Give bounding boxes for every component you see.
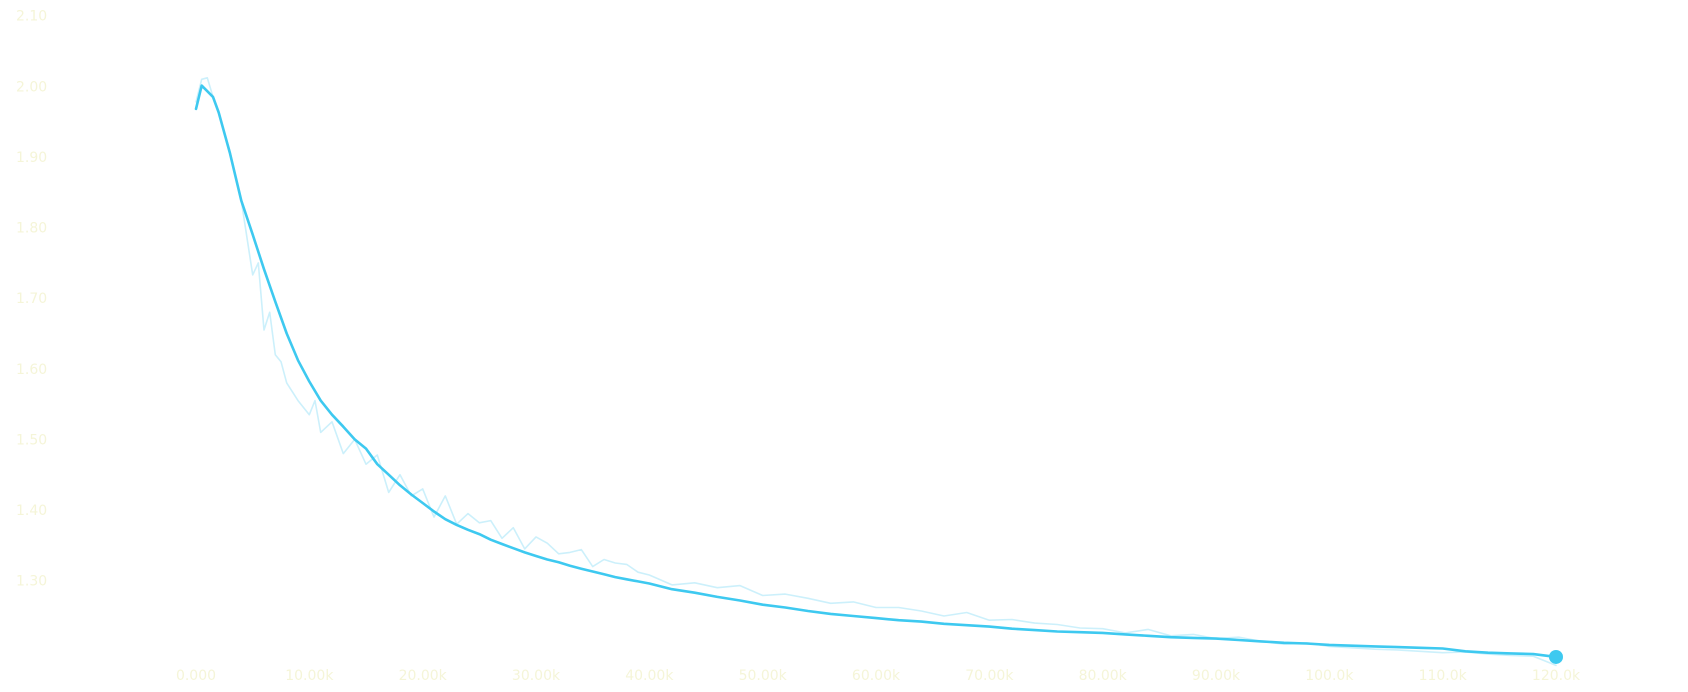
y-tick-label: 2.10 <box>16 9 47 25</box>
y-tick-label: 1.30 <box>16 574 47 590</box>
y-tick-label: 1.50 <box>16 432 47 448</box>
smoothed-series-line <box>194 84 1558 659</box>
series-layer <box>194 77 1563 667</box>
y-tick-label: 1.80 <box>16 221 47 237</box>
y-axis-tick-labels: 1.30 1.40 1.50 1.60 1.70 1.80 1.90 2.00 2.10 <box>16 9 47 590</box>
x-tick-label: 70.00k <box>965 668 1014 684</box>
x-tick-label: 60.00k <box>852 668 901 684</box>
raw-series-line <box>195 77 1557 667</box>
y-tick-label: 1.90 <box>16 150 47 166</box>
x-tick-label: 20.00k <box>399 668 448 684</box>
y-tick-label: 1.40 <box>16 503 47 519</box>
series-end-point-marker <box>1549 649 1563 664</box>
x-tick-label: 110.0k <box>1419 668 1468 684</box>
x-axis-tick-labels: 0.000 10.00k 20.00k 30.00k 40.00k 50.00k 60.00… <box>176 668 1581 684</box>
x-tick-label: 40.00k <box>625 668 674 684</box>
y-tick-label: 1.60 <box>16 362 47 378</box>
y-tick-label: 2.00 <box>16 79 47 95</box>
x-tick-label: 100.0k <box>1305 668 1354 684</box>
x-tick-label: 30.00k <box>512 668 561 684</box>
x-tick-label: 80.00k <box>1079 668 1128 684</box>
x-tick-label: 10.00k <box>285 668 334 684</box>
x-tick-label: 90.00k <box>1192 668 1241 684</box>
x-tick-label: 50.00k <box>739 668 788 684</box>
x-tick-label: 120.0k <box>1532 668 1581 684</box>
y-tick-label: 1.70 <box>16 291 47 307</box>
x-tick-label: 0.000 <box>176 668 216 684</box>
